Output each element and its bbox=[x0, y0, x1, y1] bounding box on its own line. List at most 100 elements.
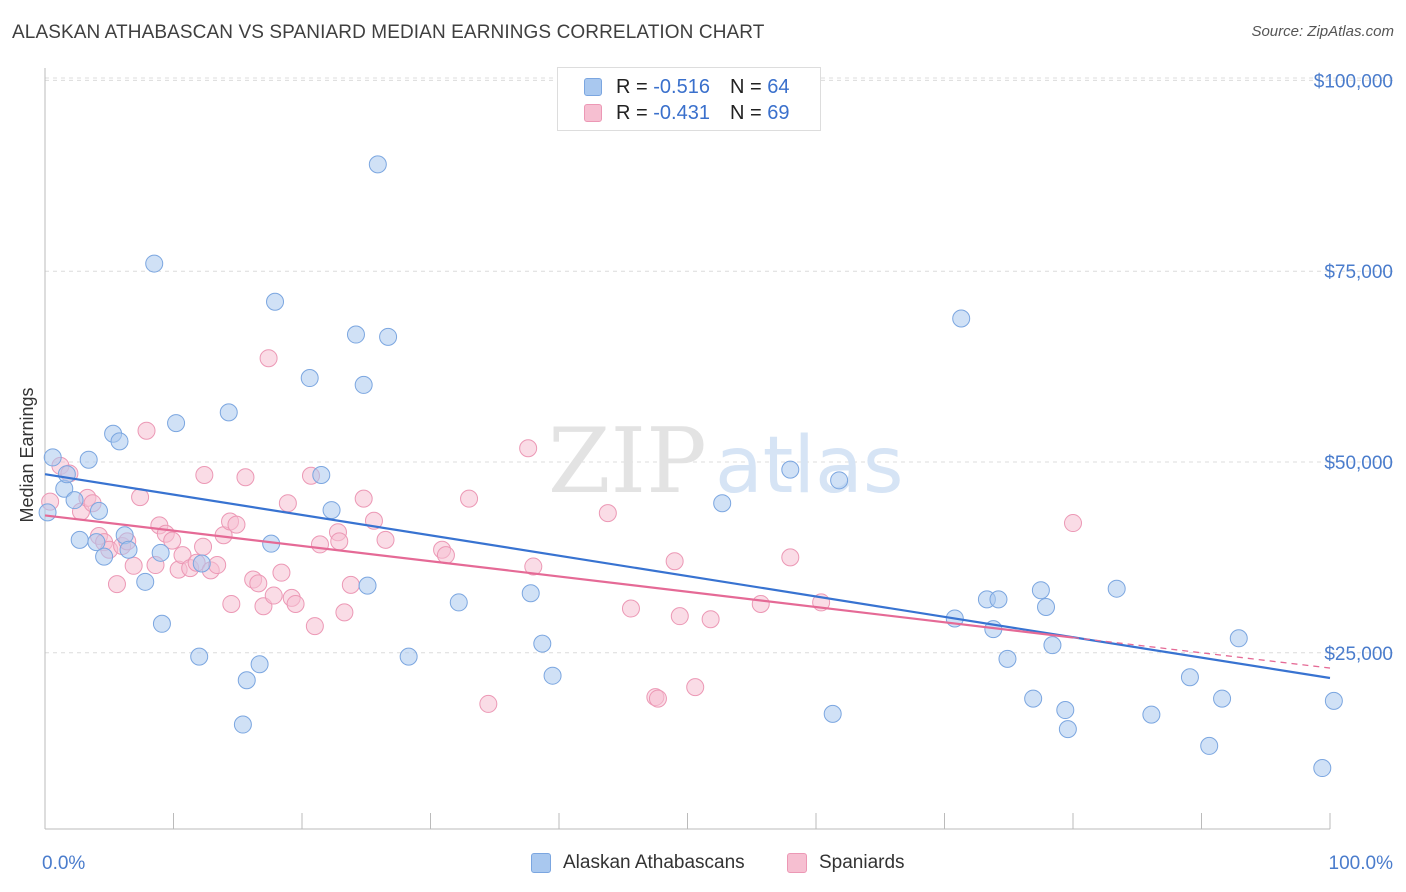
legend-swatch-blue bbox=[531, 853, 551, 873]
athabascan-point bbox=[87, 533, 106, 552]
athabascan-point bbox=[322, 501, 341, 520]
spaniards-point bbox=[236, 468, 255, 487]
y-tick-label: $75,000 bbox=[1324, 262, 1393, 283]
legend-row-athabascan: R = -0.516 N = 64 bbox=[584, 74, 789, 100]
athabascan-point bbox=[1107, 579, 1126, 598]
spaniards-point bbox=[286, 594, 305, 613]
spaniards-points bbox=[41, 349, 1082, 713]
athabascan-point bbox=[533, 634, 552, 653]
spaniards-point bbox=[195, 465, 214, 484]
watermark-zip: ZIP bbox=[548, 409, 707, 514]
athabascan-point bbox=[70, 530, 89, 549]
spaniards-point bbox=[107, 575, 126, 594]
athabascan-point bbox=[1180, 668, 1199, 687]
spaniards-point bbox=[648, 689, 667, 708]
spaniards-point bbox=[264, 586, 283, 605]
spaniards-point bbox=[208, 556, 227, 575]
athabascan-point bbox=[399, 647, 418, 666]
athabascan-point bbox=[167, 414, 186, 433]
watermark: ZIP atlas bbox=[548, 409, 904, 514]
athabascan-point bbox=[1200, 736, 1219, 755]
athabascan-point bbox=[998, 649, 1017, 668]
spaniards-point bbox=[137, 421, 156, 440]
spaniards-point bbox=[460, 489, 479, 508]
athabascan-point bbox=[95, 547, 114, 566]
athabascan-point bbox=[110, 432, 129, 451]
athabascan-point bbox=[233, 715, 252, 734]
athabascan-point bbox=[219, 403, 238, 422]
y-axis-label: Median Earnings bbox=[17, 387, 37, 522]
athabascan-point bbox=[543, 666, 562, 685]
athabascan-point bbox=[237, 671, 256, 690]
athabascan-point bbox=[358, 576, 377, 595]
athabascan-point bbox=[151, 543, 170, 562]
spaniards-point bbox=[665, 552, 684, 571]
athabascan-point bbox=[152, 614, 171, 633]
legend-item-spaniards[interactable]: Spaniards bbox=[787, 852, 905, 874]
legend-swatch-pink bbox=[584, 104, 602, 122]
spaniards-point bbox=[124, 556, 143, 575]
spaniards-point bbox=[259, 349, 278, 368]
legend-r-value: -0.516 bbox=[653, 75, 710, 98]
watermark-atlas: atlas bbox=[715, 421, 904, 511]
spaniards-point bbox=[519, 439, 538, 458]
legend-r-value: -0.431 bbox=[653, 101, 710, 124]
spaniards-point bbox=[479, 694, 498, 713]
spaniards-point bbox=[1064, 514, 1082, 533]
athabascan-point bbox=[1031, 581, 1050, 600]
x-tick-label-max: 100.0% bbox=[1329, 853, 1394, 874]
spaniards-point bbox=[272, 563, 291, 582]
athabascan-point bbox=[266, 292, 285, 311]
spaniards-point bbox=[621, 599, 640, 618]
athabascan-point bbox=[989, 590, 1008, 609]
y-tick-label: $25,000 bbox=[1324, 644, 1393, 665]
spaniards-trend-line bbox=[44, 514, 1074, 639]
legend-n-value: 69 bbox=[767, 101, 790, 124]
axes bbox=[44, 68, 1331, 830]
correlation-legend: R = -0.516 N = 64 R = -0.431 N = 69 bbox=[557, 67, 821, 131]
spaniards-point bbox=[524, 557, 543, 576]
athabascan-point bbox=[830, 471, 849, 490]
athabascan-point bbox=[952, 309, 971, 328]
athabascan-point bbox=[1213, 689, 1232, 708]
legend-label-athabascans: Alaskan Athabascans bbox=[563, 852, 745, 873]
athabascan-point bbox=[65, 491, 84, 510]
athabascan-point bbox=[781, 460, 800, 479]
athabascan-point bbox=[823, 704, 842, 723]
athabascan-point bbox=[89, 501, 108, 520]
legend-swatch-blue bbox=[584, 78, 602, 96]
spaniards-point bbox=[436, 546, 455, 565]
source-label: Source: ZipAtlas.com bbox=[1251, 23, 1394, 40]
athabascan-point bbox=[368, 155, 387, 174]
athabascan-point bbox=[1313, 759, 1332, 778]
athabascan-point bbox=[1229, 629, 1248, 648]
x-tick-label-min: 0.0% bbox=[42, 853, 85, 874]
athabascan-points bbox=[38, 155, 1343, 778]
spaniards-point bbox=[376, 530, 395, 549]
legend-r-label: R = bbox=[616, 101, 648, 124]
spaniards-point bbox=[194, 537, 213, 556]
spaniards-point bbox=[278, 494, 297, 513]
athabascan-point bbox=[38, 503, 57, 522]
legend-row-spaniards: R = -0.431 N = 69 bbox=[584, 100, 789, 126]
spaniards-point bbox=[701, 610, 720, 629]
athabascan-point bbox=[521, 584, 540, 603]
legend-r-label: R = bbox=[616, 75, 648, 98]
athabascan-point bbox=[1324, 691, 1343, 710]
athabascan-point bbox=[57, 465, 76, 484]
legend-item-athabascans[interactable]: Alaskan Athabascans bbox=[531, 852, 745, 874]
legend-n-label: N = bbox=[729, 75, 762, 98]
athabascan-point bbox=[43, 448, 62, 467]
athabascan-point bbox=[1043, 636, 1062, 655]
athabascan-point bbox=[346, 325, 365, 344]
y-tick-labels: $25,000 $50,000 $75,000 $100,000 bbox=[1314, 71, 1393, 664]
grid bbox=[45, 77, 1393, 654]
legend-swatch-pink bbox=[787, 853, 807, 873]
athabascan-point bbox=[1058, 720, 1077, 739]
series-legend: Alaskan Athabascans Spaniards bbox=[0, 852, 1406, 878]
spaniards-point bbox=[330, 532, 349, 551]
athabascan-trend-line bbox=[44, 473, 1331, 680]
athabascan-point bbox=[1024, 689, 1043, 708]
legend-label-spaniards: Spaniards bbox=[819, 852, 905, 873]
athabascan-point bbox=[190, 647, 209, 666]
